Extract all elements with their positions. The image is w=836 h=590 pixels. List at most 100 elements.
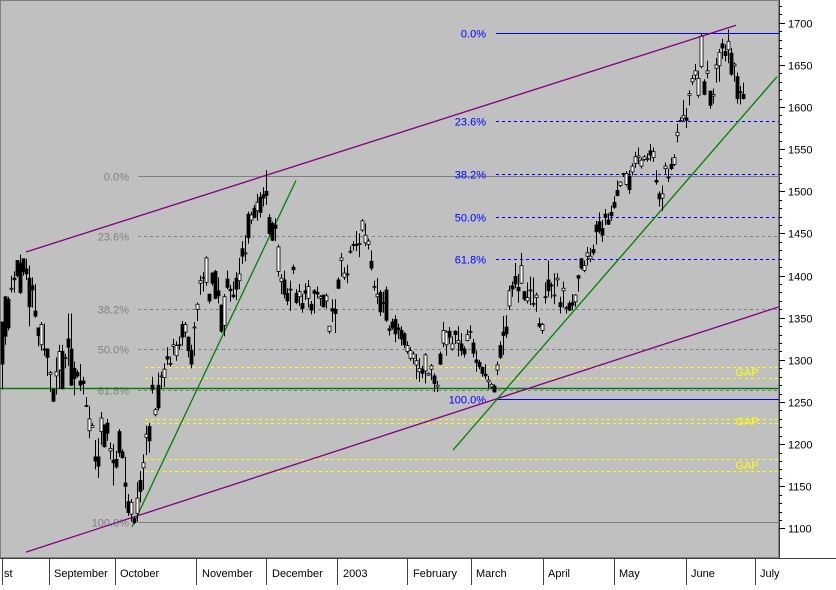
candle-body [378, 292, 383, 313]
candle-body [672, 157, 677, 165]
candle-body [591, 249, 596, 254]
candle-body [645, 158, 650, 160]
candle-body [30, 285, 35, 291]
candle-body [3, 296, 8, 337]
price-tick-label: 1300 [788, 356, 812, 368]
candle-body [651, 151, 656, 159]
candle-body [147, 426, 152, 442]
date-axis-panel [0, 558, 836, 585]
candle-body [192, 326, 197, 329]
candle-body [678, 120, 683, 122]
candle-body [138, 480, 143, 492]
candle-body [471, 342, 476, 354]
candle-body [495, 364, 500, 371]
date-label: September [54, 568, 108, 580]
candle-body [624, 173, 629, 185]
candle-body [54, 371, 59, 377]
price-tick-label: 1100 [788, 524, 812, 536]
candle-body [567, 303, 572, 311]
candle-body [477, 362, 482, 368]
candle-body [552, 294, 557, 297]
price-tick-label: 1600 [788, 103, 812, 115]
candle-body [660, 193, 665, 199]
candle-body [396, 327, 401, 330]
candle-body [414, 360, 419, 366]
candle-body [357, 243, 362, 245]
candle-body [411, 353, 416, 359]
candle-body [171, 344, 176, 347]
candle-body [222, 296, 227, 326]
candle-body [615, 190, 620, 196]
candle-body [126, 501, 131, 513]
candle-body [711, 94, 716, 97]
candle-body [57, 351, 62, 371]
candle-body [324, 295, 329, 302]
plot-border [0, 0, 779, 558]
candle-body [387, 328, 392, 331]
candle-body [321, 294, 326, 308]
candle-body [648, 150, 653, 156]
candle-body [420, 368, 425, 374]
price-tick-label: 1350 [788, 314, 812, 326]
candle-body [738, 91, 743, 94]
candle-body [666, 176, 671, 179]
candle-body [435, 384, 440, 388]
candle-body [342, 272, 347, 278]
candle-body [384, 289, 389, 321]
candle-body [93, 456, 98, 462]
candle-body [228, 288, 233, 292]
candle-body [96, 456, 101, 467]
candle-body [267, 217, 272, 234]
fib-left-level-label: 38.2% [98, 305, 129, 317]
candle-body [330, 308, 335, 312]
candle-body [564, 307, 569, 310]
candle-body [69, 348, 74, 386]
candle-body [348, 250, 353, 253]
candle-body [543, 296, 548, 299]
candle-body [360, 220, 365, 231]
candle-body [123, 482, 128, 487]
candle-body [156, 384, 161, 409]
candle-body [735, 76, 740, 100]
fib-right-level-label: 23.6% [455, 117, 486, 129]
candle-body [492, 385, 497, 393]
candle-body [522, 291, 527, 300]
candle-body [699, 35, 704, 67]
candle-body [21, 258, 26, 272]
candle-body [579, 258, 584, 269]
candle-body [195, 303, 200, 310]
price-tick-label: 1500 [788, 187, 812, 199]
candle-body [225, 278, 230, 288]
candle-body [120, 451, 125, 459]
candle-body [513, 276, 518, 285]
candle-body [234, 277, 239, 290]
price-tick-label: 1250 [788, 398, 812, 410]
candle-body [198, 280, 203, 284]
candle-body [45, 348, 50, 358]
candle-body [483, 373, 488, 377]
candle-body [732, 63, 737, 67]
candle-body [129, 501, 134, 515]
candle-body [621, 173, 626, 176]
candle-body [531, 303, 536, 305]
candle-body [558, 302, 563, 308]
date-label: June [691, 568, 715, 580]
candle-body [381, 302, 386, 305]
candle-body [294, 292, 299, 304]
candle-body [702, 81, 707, 95]
candle-body [102, 424, 107, 448]
candle-body [462, 348, 467, 355]
date-label: May [619, 568, 640, 580]
candle-body [720, 43, 725, 49]
gap-label: GAP [735, 460, 758, 472]
candle-body [417, 367, 422, 373]
candle-body [6, 298, 11, 329]
candle-body [375, 293, 380, 298]
candle-body [63, 356, 68, 359]
candle-body [285, 292, 290, 302]
candle-body [183, 324, 188, 333]
candle-body [594, 224, 599, 233]
fib-left-level-label: 100.0% [92, 518, 130, 530]
candle-body [108, 448, 113, 452]
